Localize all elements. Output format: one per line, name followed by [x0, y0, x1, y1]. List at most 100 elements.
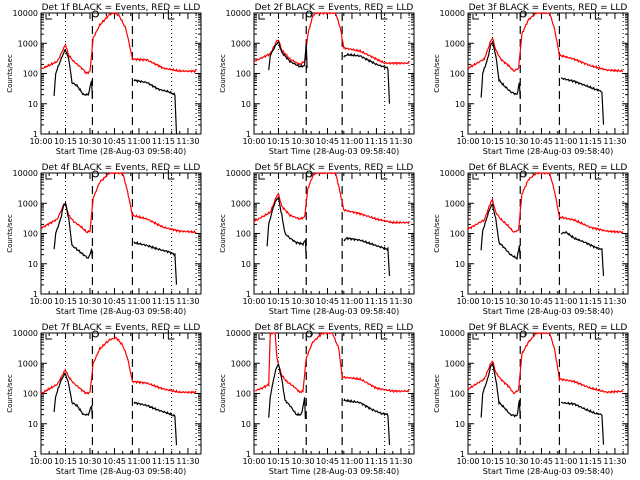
x-tick-label: 10:45: [530, 297, 553, 306]
x-tick-label: 11:30: [389, 297, 412, 306]
events-series-black: [53, 372, 93, 419]
x-tick-label: 10:00: [242, 457, 265, 466]
y-tick-label: 1000: [231, 199, 251, 208]
x-tick-label: 10:30: [291, 137, 314, 146]
events-series-black: [133, 401, 178, 446]
x-tick-label: 11:15: [579, 297, 602, 306]
y-tick-label: 10000: [440, 9, 465, 18]
x-tick-label: 10:45: [530, 457, 553, 466]
y-tick-label: 10000: [440, 169, 465, 178]
y-tick-label: 100: [236, 230, 251, 239]
x-axis-label: Start Time (28-Aug-03 09:58:40): [269, 307, 400, 316]
y-tick-label: 1000: [231, 39, 251, 48]
lld-series-red: [253, 332, 410, 394]
events-series-black: [268, 40, 308, 71]
panel-title: Det 4f BLACK = Events, RED = LLD: [42, 163, 201, 173]
start-bracket-marker: [472, 14, 479, 20]
events-series-black: [53, 200, 93, 259]
detector-panel: Det 2f BLACK = Events, RED = LLD 1 10 100 10…: [219, 3, 415, 156]
x-tick-label: 10:30: [505, 457, 528, 466]
x-axis-label: Start Time (28-Aug-03 09:58:40): [269, 467, 400, 476]
x-tick-label: 10:15: [267, 137, 290, 146]
events-series-black: [560, 401, 605, 445]
y-axis-label: Counts/sec: [219, 374, 227, 413]
x-tick-label: 11:00: [127, 457, 150, 466]
panel-title: Det 5f BLACK = Events, RED = LLD: [255, 163, 414, 173]
x-tick-label: 10:30: [78, 137, 101, 146]
x-tick-label: 10:45: [103, 137, 126, 146]
detector-panel: Det 4f BLACK = Events, RED = LLD 1 10 100 10…: [6, 163, 202, 316]
y-tick-label: 10000: [13, 169, 38, 178]
panel-title: Det 3f BLACK = Events, RED = LLD: [469, 3, 628, 13]
y-axis-label: Counts/sec: [6, 54, 14, 93]
y-tick-label: 1: [246, 130, 251, 139]
x-tick-label: 10:15: [481, 137, 504, 146]
y-tick-label: 1: [246, 450, 251, 459]
x-tick-label: 11:15: [152, 297, 175, 306]
x-tick-label: 10:15: [54, 457, 77, 466]
x-tick-label: 10:30: [291, 457, 314, 466]
x-axis-label: Start Time (28-Aug-03 09:58:40): [483, 147, 614, 156]
end-bracket-marker: [167, 10, 175, 20]
x-tick-label: 10:00: [456, 297, 479, 306]
x-tick-label: 10:30: [505, 297, 528, 306]
events-series-black: [560, 230, 605, 277]
x-tick-label: 10:30: [291, 297, 314, 306]
start-bracket-marker: [472, 174, 479, 180]
lld-series-red: [467, 332, 624, 395]
y-tick-label: 1: [460, 290, 465, 299]
lld-series-red: [40, 336, 197, 395]
y-axis-label: Counts/sec: [433, 214, 441, 253]
events-series-black: [343, 236, 391, 276]
events-series-black: [343, 398, 391, 445]
x-tick-label: 11:15: [152, 457, 175, 466]
panel-title: Det 1f BLACK = Events, RED = LLD: [42, 3, 201, 13]
events-series-black: [133, 78, 178, 135]
y-tick-label: 10000: [226, 329, 251, 338]
events-series-black: [560, 77, 605, 125]
end-bracket-marker: [380, 170, 388, 180]
y-axis-label: Counts/sec: [433, 54, 441, 93]
x-tick-label: 10:45: [316, 297, 339, 306]
y-tick-label: 1000: [18, 199, 38, 208]
end-bracket-marker: [380, 330, 388, 340]
x-tick-label: 11:00: [554, 457, 577, 466]
x-tick-label: 10:15: [267, 297, 290, 306]
events-series-black: [480, 40, 521, 99]
x-tick-label: 10:00: [242, 297, 265, 306]
x-tick-label: 11:30: [603, 297, 626, 306]
x-tick-label: 11:30: [389, 457, 412, 466]
end-bracket-marker: [167, 170, 175, 180]
y-tick-label: 10: [28, 100, 38, 109]
y-tick-label: 100: [23, 70, 38, 79]
s-marker: [305, 330, 313, 338]
s-marker: [305, 170, 313, 178]
panel-title: Det 6f BLACK = Events, RED = LLD: [469, 163, 628, 173]
detector-panel: Det 8f BLACK = Events, RED = LLD 1 10 100 10…: [219, 323, 415, 476]
x-tick-label: 11:00: [127, 297, 150, 306]
x-tick-label: 11:30: [389, 137, 412, 146]
x-tick-label: 11:30: [176, 137, 199, 146]
x-tick-label: 11:00: [340, 297, 363, 306]
panel-title: Det 2f BLACK = Events, RED = LLD: [255, 3, 414, 13]
y-axis-label: Counts/sec: [219, 54, 227, 93]
end-bracket-marker: [380, 10, 388, 20]
detector-panel: Det 7f BLACK = Events, RED = LLD 1 10 100 10…: [6, 323, 202, 476]
x-axis-label: Start Time (28-Aug-03 09:58:40): [483, 307, 614, 316]
y-tick-label: 1: [33, 130, 38, 139]
x-tick-label: 10:45: [103, 457, 126, 466]
lld-series-red: [253, 12, 410, 66]
x-tick-label: 11:15: [365, 297, 388, 306]
events-series-black: [480, 362, 521, 418]
y-axis-label: Counts/sec: [6, 214, 14, 253]
y-tick-label: 100: [450, 70, 465, 79]
x-axis-label: Start Time (28-Aug-03 09:58:40): [269, 147, 400, 156]
x-tick-label: 11:15: [365, 137, 388, 146]
x-tick-label: 11:00: [554, 137, 577, 146]
y-tick-label: 100: [450, 390, 465, 399]
x-tick-label: 11:30: [176, 457, 199, 466]
y-tick-label: 100: [236, 390, 251, 399]
x-axis-label: Start Time (28-Aug-03 09:58:40): [56, 307, 187, 316]
